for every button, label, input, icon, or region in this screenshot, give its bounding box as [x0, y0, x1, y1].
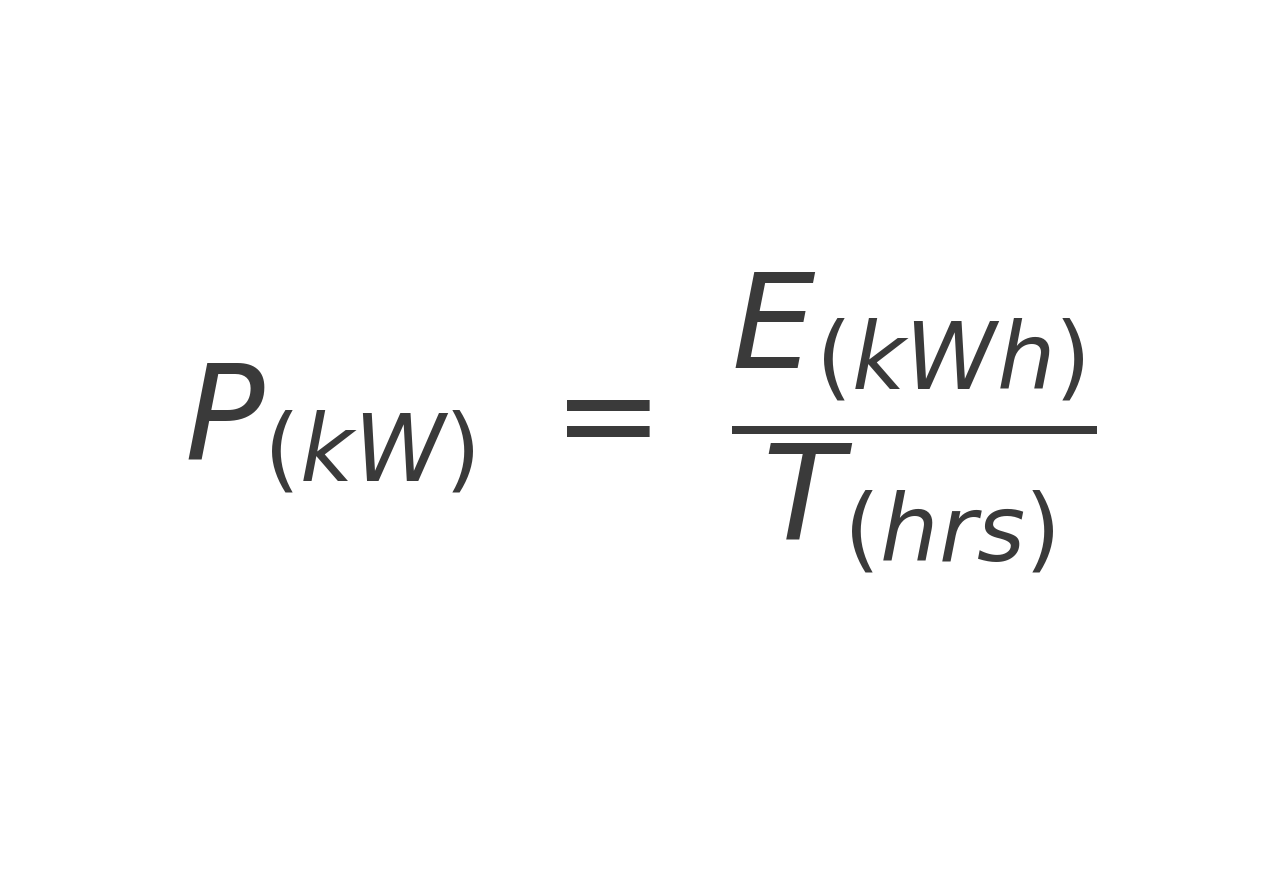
Text: kWh to Kilowatts Formula: kWh to Kilowatts Formula	[90, 26, 1190, 109]
FancyBboxPatch shape	[621, 796, 637, 807]
FancyBboxPatch shape	[621, 763, 659, 775]
FancyBboxPatch shape	[643, 781, 659, 793]
Text: www.inchcalculator.com: www.inchcalculator.com	[472, 831, 808, 859]
FancyBboxPatch shape	[621, 781, 637, 793]
FancyBboxPatch shape	[643, 796, 659, 807]
Text: $\mathit{P}_{(kW)}\ =\ \dfrac{\mathit{E}_{(kWh)}}{\mathit{T}_{(hrs)}}$: $\mathit{P}_{(kW)}\ =\ \dfrac{\mathit{E}…	[184, 271, 1096, 574]
